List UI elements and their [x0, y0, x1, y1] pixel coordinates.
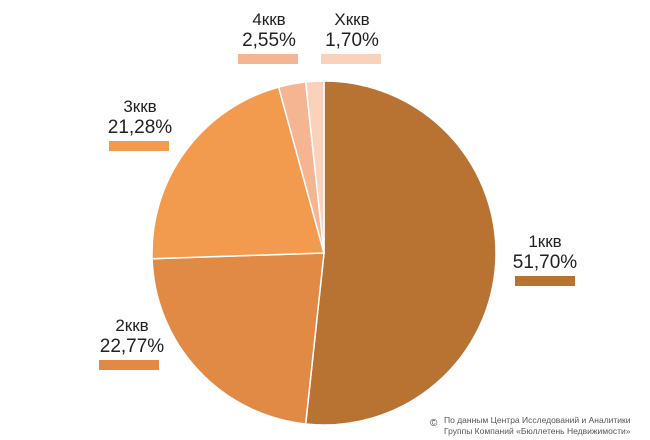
slice-swatch: [238, 54, 298, 65]
slice-label-3kkv: 3ккв 21,28%: [95, 97, 185, 152]
slice-category-label: 4ккв: [252, 10, 286, 29]
slice-value-label: 2,55%: [242, 29, 296, 51]
slice-category-label: 1ккв: [528, 232, 562, 251]
slice-label-4kkv: 4ккв 2,55%: [224, 10, 314, 65]
slice-swatch: [109, 141, 169, 152]
slice-value-label: 21,28%: [107, 116, 173, 138]
slice-swatch: [99, 360, 159, 371]
slice-value-label: 51,70%: [512, 251, 578, 273]
slice-swatch: [321, 54, 381, 65]
footnote-line-1: По данным Центра Исследований и Аналитик…: [444, 415, 631, 425]
footnote-line-2: Группы Компаний «Бюллетень Недвижимости»: [444, 426, 631, 437]
slice-value-label: 22,77%: [99, 335, 165, 357]
slice-label-2kkv: 2ккв 22,77%: [87, 316, 177, 371]
slice-swatch: [515, 276, 575, 287]
slice-label-xkkv: Xккв 1,70%: [307, 10, 397, 65]
pie-slice-0: [304, 80, 497, 426]
slice-category-label: Xккв: [334, 10, 370, 29]
pie-slice-4: [304, 80, 325, 254]
pie-slice-2: [151, 86, 325, 260]
slice-category-label: 2ккв: [115, 316, 149, 335]
slice-category-label: 3ккв: [123, 97, 157, 116]
source-footnote: © По данным Центра Исследований и Аналит…: [430, 415, 645, 438]
slice-label-1kkv: 1ккв 51,70%: [500, 232, 590, 287]
copyright-icon: ©: [430, 418, 438, 429]
slice-value-label: 1,70%: [325, 29, 379, 51]
pie-slice-1: [151, 252, 325, 425]
